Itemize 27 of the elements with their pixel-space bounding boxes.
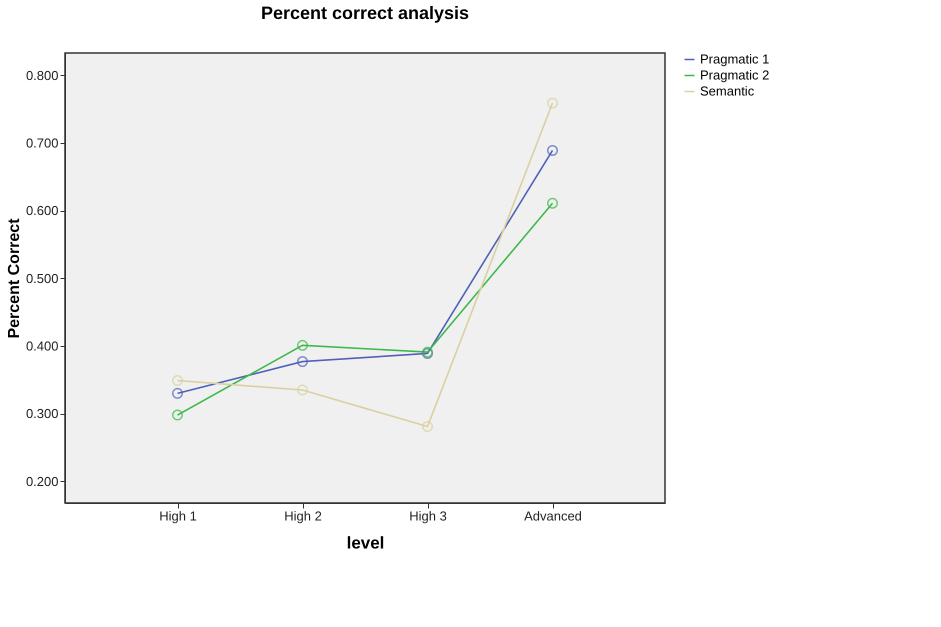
legend-label: Pragmatic 2 [700, 68, 770, 82]
point [422, 421, 433, 432]
x-tick-label: Advanced [524, 508, 582, 524]
point [297, 356, 308, 368]
y-tick-label: 0.200 [26, 474, 58, 489]
x-tick-label: High 1 [159, 508, 197, 524]
point [297, 340, 308, 351]
y-tick-label: 0.300 [26, 406, 58, 422]
y-tick-label: 0.800 [26, 68, 58, 83]
y-tick-label: 0.400 [26, 338, 58, 354]
point [172, 375, 183, 386]
legend-label: Pragmatic 1 [700, 52, 770, 66]
y-tick-label: 0.500 [26, 270, 58, 286]
x-tick-label: High 3 [409, 508, 447, 524]
point [172, 388, 183, 399]
point [297, 384, 308, 396]
point [547, 198, 558, 209]
chart-title: Percent correct analysis [260, 3, 470, 23]
y-axis-title: Percent Correct [6, 218, 23, 339]
x-tick-label: High 2 [284, 508, 322, 524]
legend-label: Semantic [700, 84, 755, 98]
x-axis-title: level [346, 534, 384, 552]
point [172, 410, 183, 421]
y-tick-label: 0.700 [26, 136, 58, 150]
y-tick-label: 0.600 [26, 203, 58, 218]
point [547, 98, 558, 109]
point [547, 144, 558, 156]
